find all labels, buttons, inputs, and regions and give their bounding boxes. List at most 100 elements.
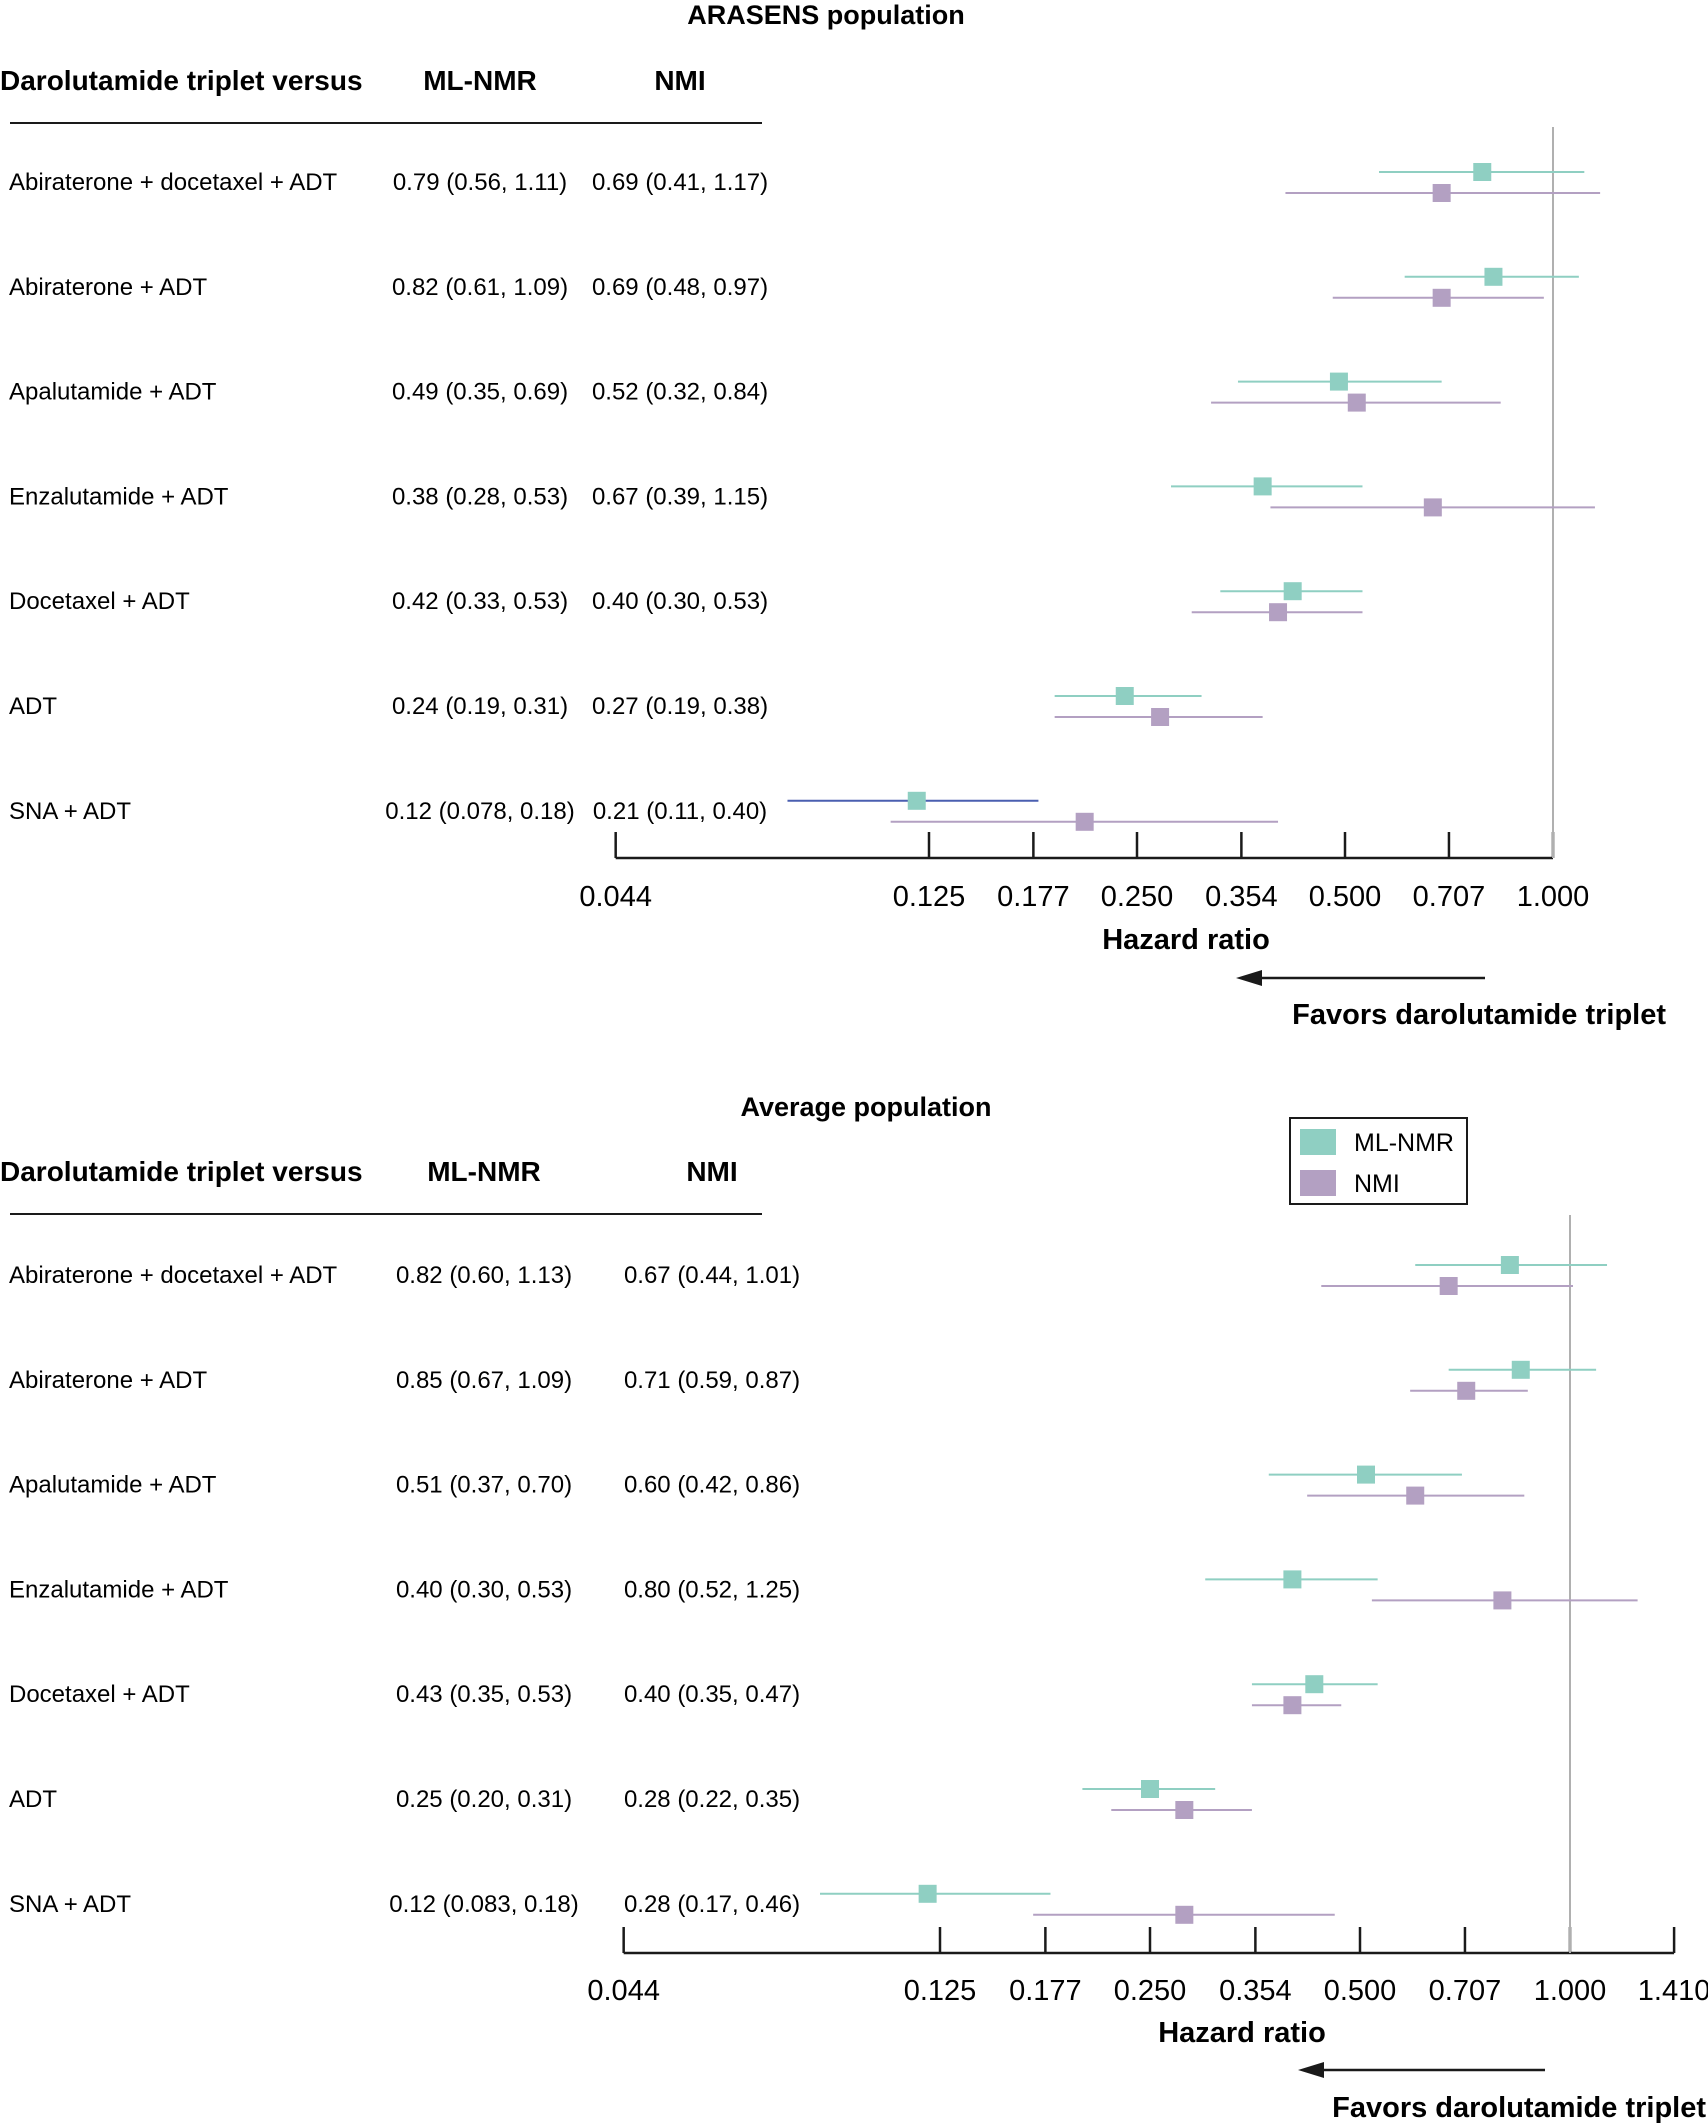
table-row: Abiraterone + ADT 0.85 (0.67, 1.09) 0.71 (… [9,1367,800,1394]
ml-nmr-estimate-text: 0.43 (0.35, 0.53) [396,1681,572,1708]
x-tick-label: 0.044 [579,881,652,913]
comparator-label: ADT [9,693,57,720]
plot-area: 0.044 0.125 0.177 0.250 0.354 0.500 0.707 1.000… [587,1215,1708,2007]
nmi-estimate-text: 0.71 (0.59, 0.87) [624,1367,800,1394]
ml-nmr-point-estimate [1305,1675,1324,1694]
x-tick-label: 0.500 [1309,881,1382,913]
ml-nmr-estimate-text: 0.49 (0.35, 0.69) [392,379,568,406]
comparator-label: SNA + ADT [9,798,131,825]
column-header-nmi: NMI [686,1156,737,1187]
x-tick-label: 0.250 [1101,881,1174,913]
legend: ML-NMR NMI [1289,1117,1468,1205]
column-header-comparator: Darolutamide triplet versus [0,65,363,96]
ml-nmr-point-estimate [1500,1256,1519,1274]
nmi-estimate-text: 0.80 (0.52, 1.25) [624,1576,800,1603]
x-tick-label: 1.000 [1534,1975,1607,2007]
legend-label-nmi: NMI [1354,1170,1400,1198]
comparator-label: Enzalutamide + ADT [9,1576,229,1603]
ml-nmr-point-estimate [918,1884,937,1903]
x-tick-label: 1.000 [1517,881,1590,913]
table-row: Abiraterone + ADT 0.82 (0.61, 1.09) 0.69 (… [9,274,768,301]
nmi-estimate-text: 0.67 (0.39, 1.15) [592,483,768,510]
nmi-point-estimate [1175,1801,1194,1819]
nmi-point-estimate [1175,1905,1194,1924]
comparator-label: SNA + ADT [9,1891,131,1918]
x-tick-label: 0.707 [1413,881,1486,913]
ml-nmr-estimate-text: 0.12 (0.078, 0.18) [385,798,574,825]
x-axis-label: Hazard ratio [1158,2017,1326,2049]
nmi-point-estimate [1151,708,1170,726]
direction-label: Favors darolutamide triplet [1332,2092,1706,2124]
x-tick-label: 0.250 [1114,1975,1187,2007]
nmi-estimate-text: 0.40 (0.35, 0.47) [624,1681,800,1708]
comparator-label: ADT [9,1786,57,1813]
ml-nmr-point-estimate [1356,1465,1375,1484]
x-tick-label: 0.177 [997,881,1070,913]
nmi-estimate-text: 0.67 (0.44, 1.01) [624,1262,800,1289]
ml-nmr-point-estimate [1329,372,1348,391]
x-tick-label: 0.125 [893,881,966,913]
ml-nmr-estimate-text: 0.12 (0.083, 0.18) [389,1891,578,1918]
nmi-point-estimate [1432,288,1451,307]
ml-nmr-estimate-text: 0.25 (0.20, 0.31) [396,1786,572,1813]
table-row: ADT 0.25 (0.20, 0.31) 0.28 (0.22, 0.35) [9,1786,800,1813]
direction-arrow-head [1298,2062,1324,2078]
nmi-point-estimate [1423,498,1442,517]
nmi-point-estimate [1075,812,1094,831]
x-tick-label: 1.410 [1638,1975,1708,2007]
legend-swatch-ml-nmr [1300,1129,1336,1155]
x-tick-label: 0.500 [1324,1975,1397,2007]
comparator-label: Abiraterone + ADT [9,274,207,301]
table-rows: Abiraterone + docetaxel + ADT 0.79 (0.56,… [9,169,768,825]
table-row: Docetaxel + ADT 0.43 (0.35, 0.53) 0.40 (0.… [9,1681,800,1708]
panel-arasens: ARASENS population Darolutamide triplet … [0,0,1666,1031]
table-row: ADT 0.24 (0.19, 0.31) 0.27 (0.19, 0.38) [9,693,768,720]
legend-label-ml-nmr: ML-NMR [1354,1129,1454,1157]
table-row: Abiraterone + docetaxel + ADT 0.82 (0.60,… [9,1262,800,1289]
panel-title: ARASENS population [687,0,965,30]
ml-nmr-point-estimate [1283,1570,1302,1589]
nmi-point-estimate [1283,1696,1302,1715]
ml-nmr-estimate-text: 0.40 (0.30, 0.53) [396,1576,572,1603]
ml-nmr-point-estimate [1253,477,1272,496]
nmi-estimate-text: 0.69 (0.41, 1.17) [592,169,768,196]
nmi-estimate-text: 0.27 (0.19, 0.38) [592,693,768,720]
comparator-label: Abiraterone + ADT [9,1367,207,1394]
table-row: SNA + ADT 0.12 (0.078, 0.18) 0.21 (0.11, 0… [9,798,767,825]
direction-arrow-head [1236,970,1262,986]
comparator-label: Abiraterone + docetaxel + ADT [9,169,338,196]
ml-nmr-estimate-text: 0.85 (0.67, 1.09) [396,1367,572,1394]
nmi-estimate-text: 0.21 (0.11, 0.40) [593,798,767,825]
x-tick-label: 0.354 [1219,1975,1292,2007]
ml-nmr-point-estimate [1141,1780,1159,1798]
nmi-estimate-text: 0.28 (0.22, 0.35) [624,1786,800,1813]
legend-swatch-nmi [1300,1170,1336,1196]
table-row: Abiraterone + docetaxel + ADT 0.79 (0.56,… [9,169,768,196]
table-row: Enzalutamide + ADT 0.40 (0.30, 0.53) 0.80 … [9,1576,800,1603]
x-tick-label: 0.707 [1429,1975,1502,2007]
comparator-label: Apalutamide + ADT [9,1472,217,1499]
x-axis-label: Hazard ratio [1102,924,1270,956]
column-header-ml-nmr: ML-NMR [427,1156,541,1187]
table-row: SNA + ADT 0.12 (0.083, 0.18) 0.28 (0.17, 0… [9,1891,800,1918]
ml-nmr-point-estimate [1511,1360,1530,1379]
ml-nmr-point-estimate [1115,687,1134,705]
comparator-label: Enzalutamide + ADT [9,483,229,510]
ml-nmr-estimate-text: 0.79 (0.56, 1.11) [393,169,567,196]
nmi-point-estimate [1493,1591,1512,1610]
x-tick-label: 0.125 [904,1975,977,2007]
nmi-estimate-text: 0.40 (0.30, 0.53) [592,588,768,615]
plot-area: 0.044 0.125 0.177 0.250 0.354 0.500 0.707 1.000 [579,127,1601,913]
ml-nmr-estimate-text: 0.82 (0.60, 1.13) [396,1262,572,1289]
column-header-nmi: NMI [654,65,705,96]
nmi-estimate-text: 0.28 (0.17, 0.46) [624,1891,800,1918]
comparator-label: Docetaxel + ADT [9,588,190,615]
nmi-estimate-text: 0.52 (0.32, 0.84) [592,379,768,406]
ml-nmr-point-estimate [1484,267,1503,286]
ml-nmr-point-estimate [907,791,926,810]
nmi-point-estimate [1457,1381,1476,1400]
ml-nmr-estimate-text: 0.38 (0.28, 0.53) [392,483,568,510]
nmi-estimate-text: 0.60 (0.42, 0.86) [624,1472,800,1499]
comparator-label: Abiraterone + docetaxel + ADT [9,1262,338,1289]
